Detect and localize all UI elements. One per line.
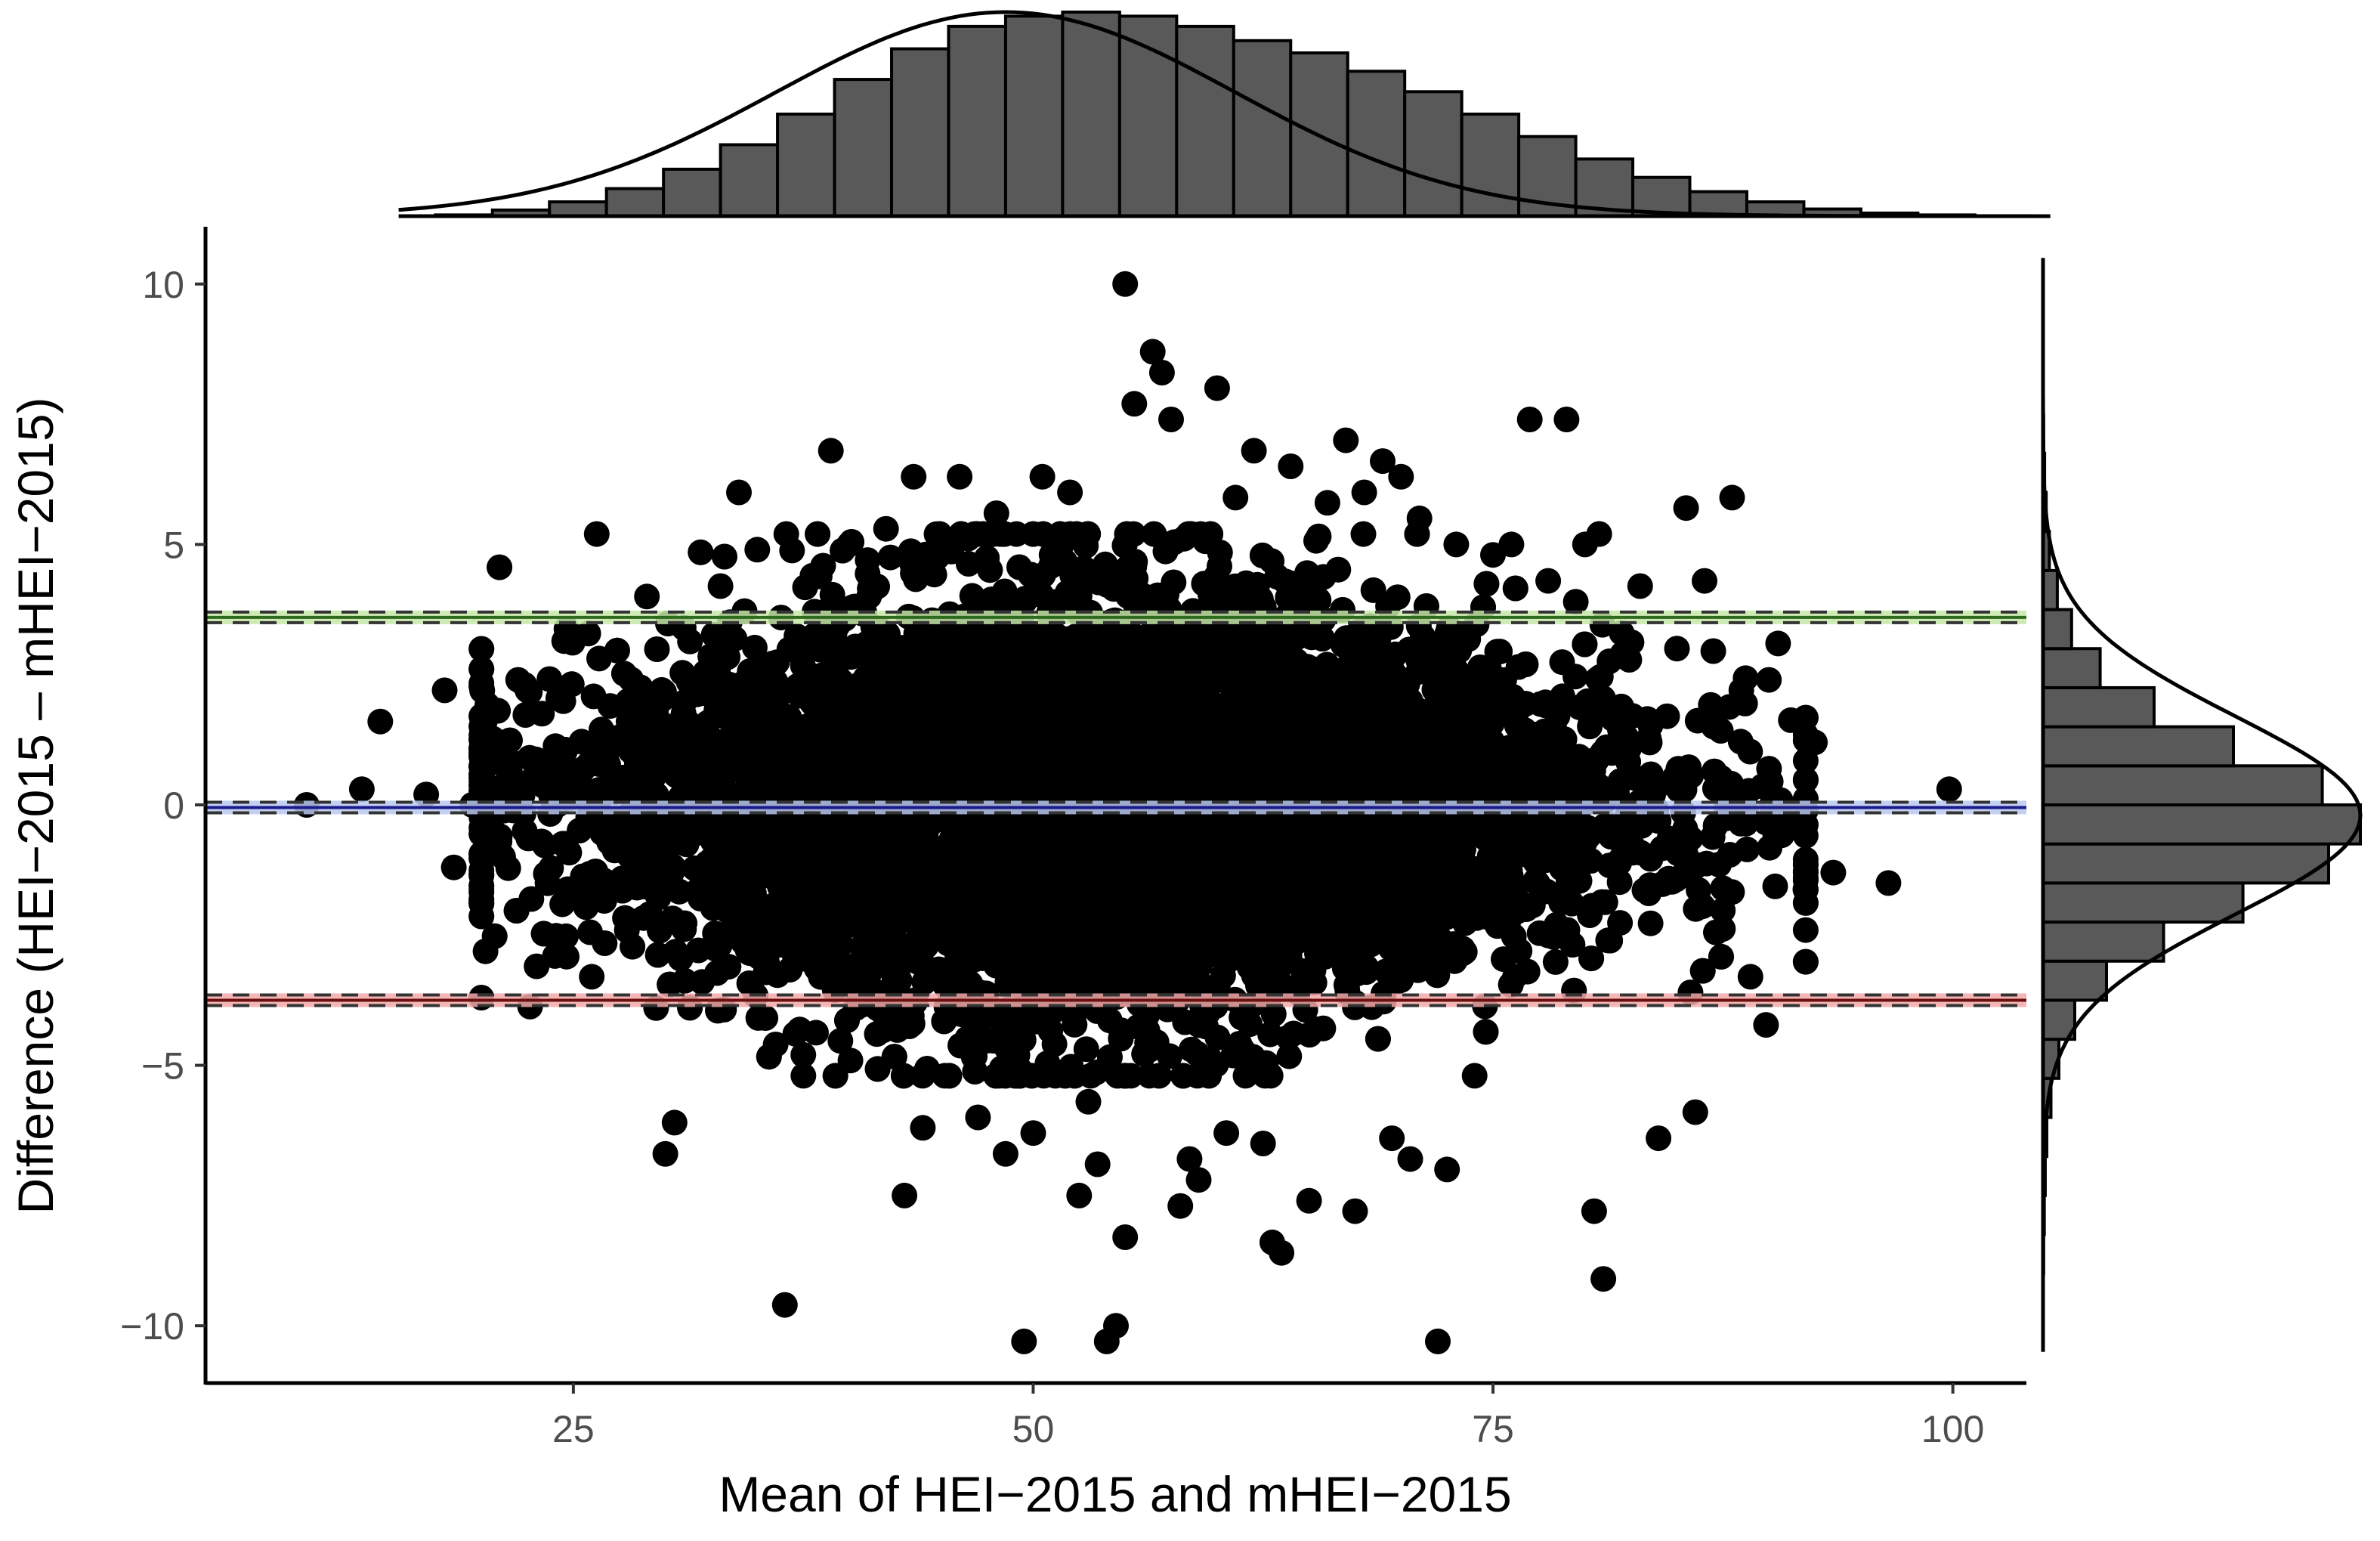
top-marginal-histogram	[399, 12, 2051, 216]
histogram-bar	[549, 202, 606, 216]
histogram-bar	[1405, 91, 1461, 216]
histogram-bar	[835, 79, 892, 216]
data-point	[1701, 639, 1726, 664]
histogram-bar	[2043, 727, 2233, 766]
histogram-bar	[2043, 922, 2164, 961]
data-point	[1351, 521, 1377, 547]
histogram-bar	[2043, 648, 2100, 688]
histogram-bar	[2043, 571, 2057, 610]
right-marginal-histogram	[2043, 258, 2360, 1351]
histogram-bar	[948, 26, 1005, 216]
data-point	[1763, 874, 1788, 899]
data-point	[1306, 524, 1331, 549]
histogram-bar	[2043, 766, 2323, 805]
histogram-bar	[721, 145, 777, 217]
histogram-bar	[2043, 961, 2106, 1001]
histogram-bar	[2043, 805, 2360, 844]
data-point	[584, 521, 610, 547]
histogram-bar	[777, 114, 834, 216]
histogram-bar	[2043, 883, 2243, 922]
histogram-bar	[663, 169, 720, 216]
data-point	[1507, 938, 1532, 964]
histogram-bar	[1176, 26, 1233, 216]
histogram-bar	[1462, 114, 1519, 216]
histogram-bar	[2043, 688, 2154, 727]
histogram-bar	[1062, 12, 1119, 216]
histogram-bar	[1348, 71, 1405, 216]
data-point	[1793, 917, 1819, 943]
histogram-bar	[607, 189, 663, 216]
histogram-bar	[2043, 610, 2072, 649]
histogram-bar	[892, 49, 948, 216]
histogram-bar	[1006, 16, 1062, 216]
data-point	[576, 620, 601, 646]
histogram-bar	[2043, 844, 2329, 883]
histogram-bar	[1234, 41, 1290, 216]
